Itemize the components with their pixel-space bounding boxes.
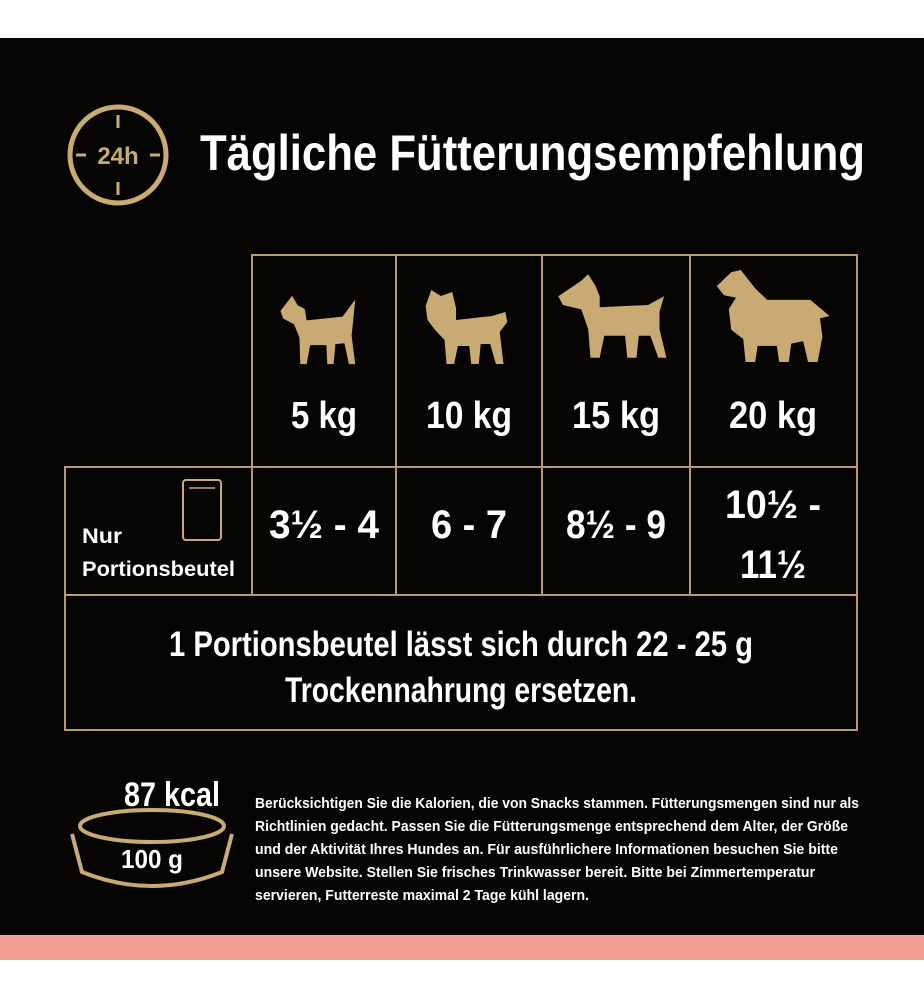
- weight: 20 kg: [729, 395, 817, 437]
- pouch-icon: [182, 479, 222, 541]
- portion: 11½: [740, 543, 806, 587]
- amount: 100 g: [121, 844, 183, 874]
- clock-icon: 24h: [67, 104, 169, 206]
- dog-terrier: [558, 274, 667, 358]
- portion: 8½ - 9: [566, 503, 666, 547]
- note: 1 Portionsbeutel lässt sich durch 22 - 2…: [169, 625, 753, 664]
- portion: 10½ -: [725, 483, 821, 527]
- footnote-line: Richtlinien gedacht. Passen Sie die Fütt…: [255, 818, 848, 835]
- row-label: Portionsbeutel: [82, 558, 235, 581]
- footnote-line: und der Aktivität Ihres Hundes an. Für a…: [255, 841, 838, 858]
- portion: 3½ - 4: [269, 503, 380, 547]
- weight: 5 kg: [291, 395, 357, 437]
- portion: 6 - 7: [431, 503, 507, 547]
- footnote-line: servieren, Futterreste maximal 2 Tage kü…: [255, 887, 589, 904]
- footnote-line: unsere Website. Stellen Sie frisches Tri…: [255, 864, 815, 881]
- dog-icons: [280, 270, 830, 365]
- dog-collie: [716, 270, 830, 362]
- weight: 15 kg: [572, 395, 660, 437]
- energy: 87 kcal: [124, 776, 220, 814]
- bowl-icon: [70, 808, 234, 888]
- dog-small: [280, 295, 356, 365]
- pink-strip: [0, 935, 924, 960]
- weight: 10 kg: [426, 395, 512, 437]
- dog-pug: [425, 290, 508, 364]
- table-grid: [64, 254, 858, 731]
- icon-label: 24h: [97, 143, 138, 170]
- footnote-line: Berücksichtigen Sie die Kalorien, die vo…: [255, 795, 859, 812]
- row-label: Nur: [82, 525, 122, 548]
- title: Tägliche Fütterungsempfehlung: [200, 125, 865, 181]
- note: Trockennahrung ersetzen.: [285, 671, 637, 710]
